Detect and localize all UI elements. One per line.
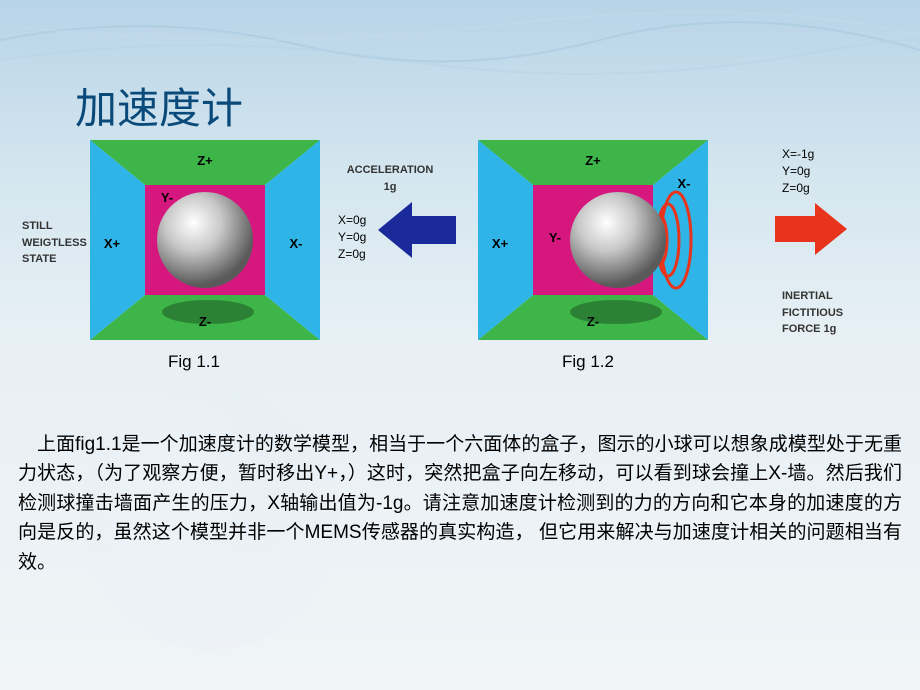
figures-row: STILLWEIGTLESSSTATE Z+ — [0, 140, 920, 400]
fig2-y-value: Y=0g — [782, 163, 814, 180]
fig2-values: X=-1g Y=0g Z=0g — [782, 146, 814, 196]
x-plus-label: X+ — [104, 236, 121, 251]
fig1-x-value: X=0g — [338, 212, 366, 229]
x-minus-label: X- — [290, 236, 303, 251]
svg-text:Z+: Z+ — [585, 153, 601, 168]
y-minus-label: Y- — [161, 190, 173, 205]
z-plus-label: Z+ — [197, 153, 213, 168]
svg-text:X-: X- — [678, 176, 691, 191]
blue-arrow-left-icon — [378, 198, 456, 262]
fig2-z-value: Z=0g — [782, 180, 814, 197]
svg-text:Y-: Y- — [549, 230, 561, 245]
page-title: 加速度计 — [75, 75, 243, 136]
fig1-values: X=0g Y=0g Z=0g — [338, 212, 366, 262]
fig-1-2-box: Z+ Z- X+ X- Y- — [478, 140, 708, 340]
inertial-force-label: INERTIALFICTITIOUSFORCE 1g — [782, 288, 843, 338]
svg-text:X+: X+ — [492, 236, 509, 251]
fig-1-2-caption: Fig 1.2 — [562, 352, 614, 372]
fig1-z-value: Z=0g — [338, 246, 366, 263]
acceleration-label: ACCELERATION1g — [345, 162, 435, 195]
z-minus-label: Z- — [199, 314, 211, 329]
still-state-label: STILLWEIGTLESSSTATE — [22, 218, 87, 268]
red-arrow-right-icon — [775, 200, 847, 258]
fig2-x-value: X=-1g — [782, 146, 814, 163]
svg-text:Z-: Z- — [587, 314, 599, 329]
fig-1-1-caption: Fig 1.1 — [168, 352, 220, 372]
fig-1-1-box: Z+ Z- X+ X- Y- — [90, 140, 320, 340]
fig1-y-value: Y=0g — [338, 229, 366, 246]
body-paragraph: 上面fig1.1是一个加速度计的数学模型，相当于一个六面体的盒子，图示的小球可以… — [18, 430, 902, 577]
